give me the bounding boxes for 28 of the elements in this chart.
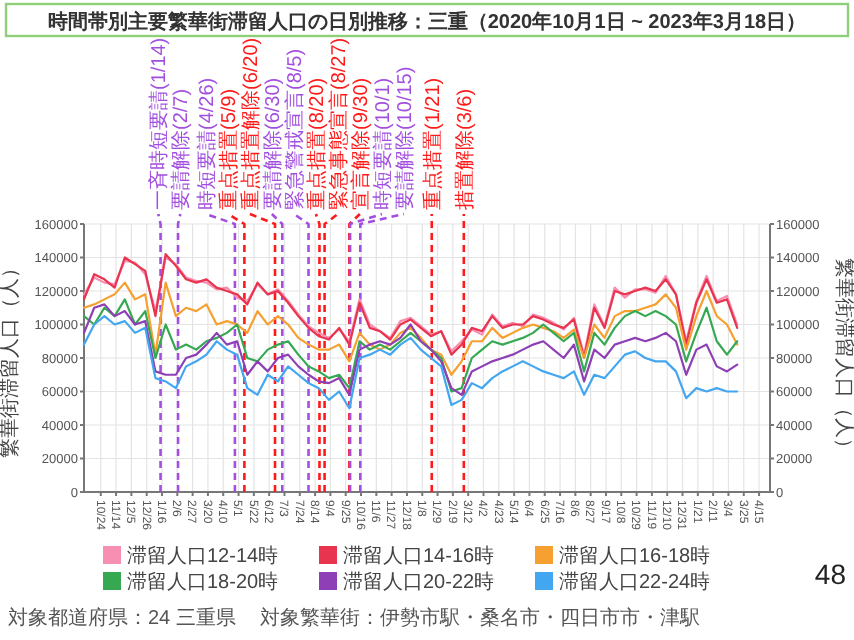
text: 対象繁華街：伊勢市駅・桑名市・四日市市・津駅: [259, 606, 700, 630]
legend-label: 滞留人口16-18時: [559, 544, 711, 568]
ref-line-label: 要請解除(2/7): [169, 88, 194, 210]
ref-line-label: 重点措置(1/21): [420, 77, 445, 210]
ref-line-label: 時短要請(4/26): [194, 77, 219, 210]
ref-line-label: 要請解除(10/15): [392, 66, 417, 210]
text: 48: [814, 558, 847, 590]
text: 対象都道府県：24 三重県: [8, 606, 236, 630]
ref-line-label: 緊急事態宣言(8/27): [326, 37, 351, 210]
line-series: [82, 281, 739, 376]
legend-label: 滞留人口12-14時: [127, 544, 279, 568]
chart-title: 時間帯別主要繁華街滞留人口の日別推移：三重（2020年10月1日 ~ 2023年3月18日）: [47, 10, 807, 34]
legend-label: 滞留人口14-16時: [343, 544, 495, 568]
ref-line-label: 重点措置(5/9): [216, 88, 241, 210]
legend-label: 滞留人口18-20時: [127, 570, 279, 594]
ref-line-label: 措置解除(3/6): [452, 88, 477, 210]
legend-label: 滞留人口22-24時: [559, 570, 711, 594]
line-series: [82, 315, 739, 410]
legend-label: 滞留人口20-22時: [343, 570, 495, 594]
ref-line-label: 重点措置(8/20): [304, 77, 329, 210]
ref-line-label: 時短要請(10/1): [370, 77, 395, 210]
ref-line-label: 重点措置解除(6/20): [238, 37, 263, 210]
ref-line-label: 一斉時短要請(1/14): [147, 37, 172, 210]
ref-line-label: 緊急警戒宣言(8/5): [282, 48, 307, 210]
y2-axis-title: 繁華街滞留人口（人）: [832, 258, 854, 458]
y-axis-title: 繁華街滞留人口（人）: [0, 258, 22, 458]
ref-line-label: 要請解除(6/30): [260, 77, 285, 210]
ref-line-label: 宣言解除(9/30): [348, 77, 373, 210]
